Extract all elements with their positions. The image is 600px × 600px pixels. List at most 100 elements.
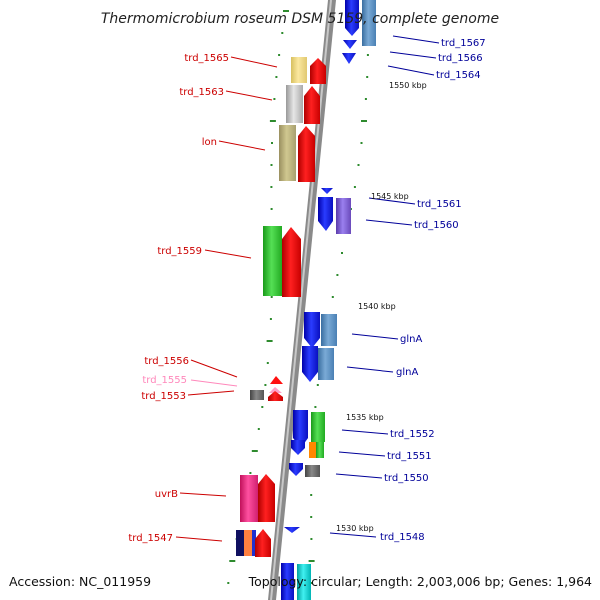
gene-trd_1550 (289, 463, 303, 476)
gene-trd_1551-orange (309, 442, 316, 458)
tick-mark (310, 582, 313, 584)
tick-mark (353, 186, 356, 188)
gene-trd_1565-yellow (291, 57, 307, 83)
gene-label: trd_1563 (179, 87, 224, 98)
gene-trd_1548 (284, 527, 300, 533)
gene-label: trd_1551 (387, 451, 432, 462)
genome-backbone (268, 0, 336, 600)
tick-mark (357, 164, 360, 166)
gene-trd_1563 (304, 86, 320, 124)
gene-glnA-2 (302, 346, 318, 382)
gene-label: trd_1548 (380, 532, 425, 543)
tick-mark (269, 120, 276, 122)
page-title: Thermomicrobium roseum DSM 5159, complet… (101, 11, 499, 27)
gene-trd_1553-gray (250, 390, 264, 400)
gene-label: trd_1564 (436, 70, 481, 81)
position-label: 1550 kbp (389, 81, 427, 90)
gene-glnA-steel-1 (321, 314, 337, 346)
summary-label: Topology: circular; Length: 2,003,006 bp… (248, 574, 592, 589)
gene-trd_1556 (270, 376, 283, 384)
left-leader-lines (175, 56, 278, 542)
gene-trd_1547-blue (252, 530, 256, 556)
tick-mark (270, 208, 273, 210)
gene-trd_1553 (268, 391, 283, 401)
gene-label: trd_1566 (438, 53, 483, 64)
gene-trd_1550-gray (305, 465, 320, 477)
gene-bottom-blue (281, 563, 294, 600)
gene-bottom-cyan (297, 564, 311, 600)
tick-mark (361, 120, 367, 122)
tick-mark (266, 340, 273, 342)
tick-mark (331, 296, 334, 298)
gene-uvrB-pink (240, 475, 258, 522)
gene-label: trd_1550 (384, 473, 429, 484)
gene-trd_1565 (310, 58, 326, 84)
tick-mark (264, 384, 267, 386)
gene-label: trd_1559 (157, 246, 202, 257)
tick-mark (310, 516, 313, 518)
tick-mark (278, 54, 281, 56)
tick-mark (341, 252, 343, 254)
position-label: 1545 kbp (371, 192, 409, 201)
tick-mark (257, 428, 260, 430)
gene-trd_1547-orange (244, 530, 252, 556)
tick-mark (273, 98, 276, 100)
position-label: 1535 kbp (346, 413, 384, 422)
gene-trd_1563-silver (286, 85, 303, 123)
tick-mark (275, 76, 278, 78)
gene-label: trd_1556 (144, 356, 189, 367)
tick-mark (270, 296, 273, 298)
gene-glnA-1 (304, 312, 320, 348)
gene-label: trd_1561 (417, 199, 462, 210)
tick-mark (227, 582, 230, 584)
gene-trd_1561 (318, 197, 333, 231)
gene-trd_1547-navy (236, 530, 244, 556)
gene-trd_1559-green (263, 226, 282, 296)
tick-mark (366, 54, 369, 56)
gene-label: uvrB (155, 489, 178, 500)
tick-mark (281, 32, 284, 34)
gene-label: trd_1565 (184, 53, 229, 64)
tick-mark (269, 318, 272, 320)
tick-mark (249, 472, 252, 474)
gene-trd_1552-green (311, 412, 325, 442)
tick-mark (314, 406, 317, 408)
gene-label: trd_1567 (441, 38, 486, 49)
tick-mark (336, 274, 339, 276)
right-gene-labels: trd_1567 trd_1566 trd_1564 trd_1561 trd_… (380, 38, 486, 543)
tick-mark (308, 560, 315, 562)
tick-mark (364, 98, 367, 100)
tick-mark (316, 384, 319, 386)
gene-trd_1566 (343, 40, 357, 49)
tick-mark (310, 494, 313, 496)
tick-mark (360, 142, 363, 144)
gene-glyphs (236, 0, 376, 600)
tick-mark (271, 142, 273, 144)
tick-mark (261, 406, 264, 408)
tick-mark (266, 362, 269, 364)
tick-mark (310, 538, 313, 540)
tick-mark (366, 76, 369, 78)
gene-lon-khaki (279, 125, 296, 181)
gene-trd_1567b (362, 0, 376, 46)
gene-label: glnA (396, 367, 418, 378)
gene-trd_1567 (345, 0, 359, 36)
position-labels: 1550 kbp 1545 kbp 1540 kbp 1535 kbp 1530… (336, 81, 427, 533)
gene-trd_1555 (269, 387, 282, 393)
gene-glnA-steel-2 (318, 348, 334, 380)
gene-trd_1564 (342, 53, 356, 64)
gene-trd_1560 (336, 198, 351, 234)
tick-mark (251, 450, 258, 452)
tick-mark (283, 10, 289, 12)
gene-label: trd_1555 (142, 375, 187, 386)
gene-label: trd_1547 (128, 533, 173, 544)
gene-trd_1547 (255, 529, 271, 557)
tick-mark (270, 164, 273, 166)
gene-label: trd_1553 (141, 391, 186, 402)
gene-uvrB (258, 474, 275, 522)
gene-trd_1552 (293, 410, 308, 448)
position-label: 1540 kbp (358, 302, 396, 311)
gene-trd_1551-green (316, 442, 324, 458)
tick-mark (270, 186, 273, 188)
